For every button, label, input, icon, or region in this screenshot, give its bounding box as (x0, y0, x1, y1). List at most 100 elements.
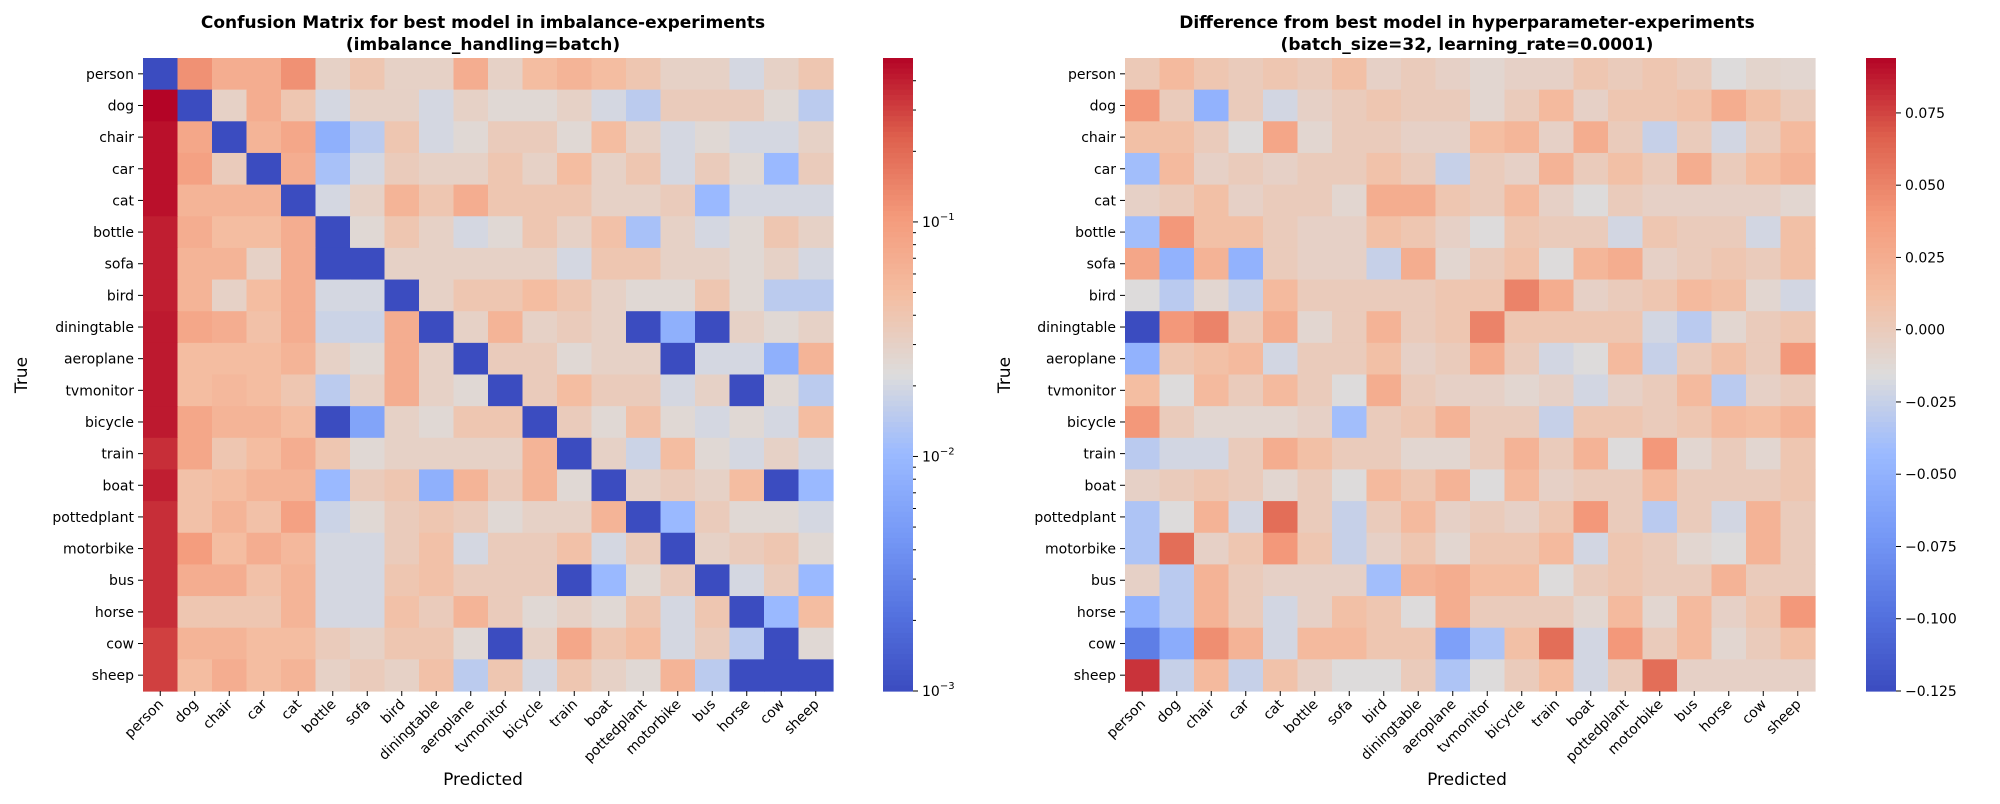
heatmap-cell (729, 184, 765, 217)
heatmap-cell (177, 247, 213, 281)
heatmap-cell (1608, 311, 1644, 344)
colorbar-segment (883, 358, 913, 365)
heatmap-cell (1194, 311, 1230, 344)
heatmap-cell (660, 152, 696, 186)
heatmap-cell (1677, 58, 1713, 91)
heatmap-cell (1711, 564, 1747, 597)
heatmap-cell (246, 89, 282, 122)
heatmap-cell (1401, 406, 1437, 439)
colorbar-segment (883, 311, 913, 318)
colorbar-segment (1866, 121, 1896, 128)
heatmap-cell (798, 216, 834, 249)
right-x-axis-label: Predicted (1427, 770, 1507, 790)
colorbar-segment (883, 474, 913, 481)
heatmap-cell (1711, 152, 1747, 186)
heatmap-cell (1780, 311, 1816, 344)
heatmap-cell (453, 627, 489, 660)
heatmap-cell (729, 627, 765, 660)
heatmap-cell (764, 184, 800, 217)
heatmap-cell (350, 58, 386, 91)
heatmap-cell (764, 58, 800, 91)
colorbar-segment (1866, 321, 1896, 328)
heatmap-cell (315, 374, 351, 407)
heatmap-cell (177, 564, 213, 597)
heatmap-cell (1539, 247, 1575, 281)
y-tick-label: bus (109, 573, 134, 589)
heatmap-cell (143, 437, 179, 471)
heatmap-cell (453, 184, 489, 217)
heatmap-cell (350, 184, 386, 217)
heatmap-cell (764, 437, 800, 471)
heatmap-cell (695, 121, 731, 154)
heatmap-cell (281, 58, 317, 91)
colorbar-segment (1866, 327, 1896, 333)
colorbar-segment (883, 152, 913, 159)
colorbar-segment (1866, 316, 1896, 323)
heatmap-cell (695, 279, 731, 312)
heatmap-cell (1159, 152, 1195, 186)
heatmap-cell (522, 437, 558, 471)
heatmap-cell (1711, 216, 1747, 249)
heatmap-cell (315, 247, 351, 281)
colorbar-segment (883, 611, 913, 618)
heatmap-cell (1539, 216, 1575, 249)
colorbar-segment (1866, 659, 1896, 666)
heatmap-cell (350, 564, 386, 597)
heatmap-cell (384, 152, 420, 186)
colorbar-segment (883, 174, 913, 180)
heatmap-cell (1504, 564, 1540, 597)
heatmap-cell (695, 342, 731, 376)
heatmap-cell (246, 406, 282, 439)
colorbar-segment (883, 184, 913, 191)
colorbar-segment (1866, 158, 1896, 165)
heatmap-cell (1194, 627, 1230, 660)
heatmap-cell (626, 58, 662, 91)
heatmap-cell (350, 374, 386, 407)
heatmap-cell (729, 564, 765, 597)
colorbar-segment (883, 137, 913, 144)
heatmap-cell (177, 311, 213, 344)
heatmap-cell (1470, 596, 1506, 629)
heatmap-cell (453, 406, 489, 439)
heatmap-cell (1263, 659, 1299, 692)
colorbar-segment (1866, 179, 1896, 186)
heatmap-cell (1711, 89, 1747, 122)
colorbar-segment (883, 295, 913, 302)
colorbar-segment (1866, 443, 1896, 449)
right-y-ticks: person dog chair car cat bottle sofa bird dining… (1034, 67, 1125, 684)
heatmap-cell (1608, 216, 1644, 249)
heatmap-cell (591, 58, 627, 91)
heatmap-cell (557, 152, 593, 186)
x-tick-label: dog (172, 697, 202, 727)
colorbar-segment (883, 464, 913, 471)
colorbar-segment (883, 411, 913, 418)
colorbar-segment (1866, 232, 1896, 238)
colorbar-segment (1866, 527, 1896, 534)
heatmap-cell (591, 659, 627, 692)
colorbar-segment (883, 147, 913, 154)
colorbar-segment (883, 263, 913, 270)
heatmap-cell (419, 152, 455, 186)
heatmap-cell (1435, 121, 1471, 154)
heatmap-cell (1711, 247, 1747, 281)
heatmap-cell (212, 184, 248, 217)
heatmap-cell (1470, 121, 1506, 154)
colorbar-segment (1866, 606, 1896, 613)
heatmap-cell (1297, 374, 1333, 407)
heatmap-cell (212, 406, 248, 439)
heatmap-cell (143, 596, 179, 629)
colorbar-segment (883, 121, 913, 128)
heatmap-cell (1401, 627, 1437, 660)
heatmap-cell (1573, 469, 1609, 502)
colorbar-segment (883, 210, 913, 217)
colorbar-segment (1866, 210, 1896, 217)
heatmap-cell (660, 469, 696, 502)
x-tick-label: cat (1260, 696, 1287, 723)
heatmap-cell (419, 501, 455, 534)
colorbar-segment (1866, 390, 1896, 397)
heatmap-cell (626, 627, 662, 660)
colorbar-segment (1866, 432, 1896, 439)
right-y-axis-label: True (995, 357, 1015, 394)
colorbar-segment (1866, 669, 1896, 676)
colorbar-segment (1866, 553, 1896, 560)
